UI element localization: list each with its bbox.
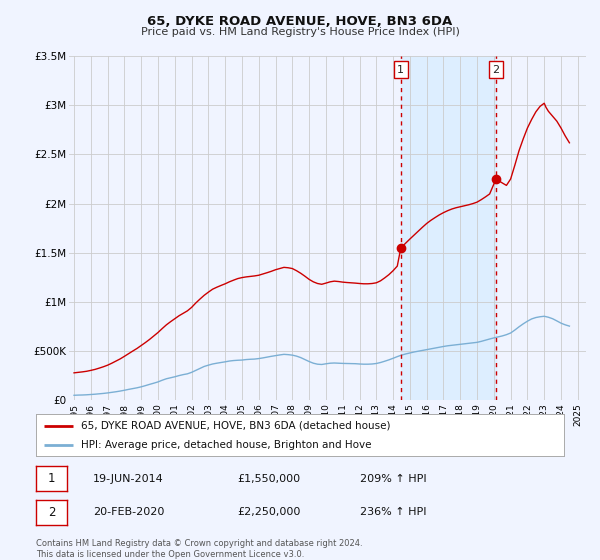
Text: This data is licensed under the Open Government Licence v3.0.: This data is licensed under the Open Gov… [36, 550, 304, 559]
Text: 2: 2 [493, 65, 500, 75]
Text: Contains HM Land Registry data © Crown copyright and database right 2024.: Contains HM Land Registry data © Crown c… [36, 539, 362, 548]
Text: 2: 2 [48, 506, 55, 519]
Text: 236% ↑ HPI: 236% ↑ HPI [360, 507, 427, 517]
Text: Price paid vs. HM Land Registry's House Price Index (HPI): Price paid vs. HM Land Registry's House … [140, 27, 460, 37]
Bar [401, 56, 496, 400]
Text: £1,550,000: £1,550,000 [237, 474, 300, 484]
Text: HPI: Average price, detached house, Brighton and Hove: HPI: Average price, detached house, Brig… [81, 440, 371, 450]
Text: £2,250,000: £2,250,000 [237, 507, 301, 517]
Text: 20-FEB-2020: 20-FEB-2020 [93, 507, 164, 517]
Text: 19-JUN-2014: 19-JUN-2014 [93, 474, 164, 484]
Text: 1: 1 [397, 65, 404, 75]
Text: 209% ↑ HPI: 209% ↑ HPI [360, 474, 427, 484]
Text: 1: 1 [48, 472, 55, 486]
Text: 65, DYKE ROAD AVENUE, HOVE, BN3 6DA: 65, DYKE ROAD AVENUE, HOVE, BN3 6DA [148, 15, 452, 27]
Text: 65, DYKE ROAD AVENUE, HOVE, BN3 6DA (detached house): 65, DYKE ROAD AVENUE, HOVE, BN3 6DA (det… [81, 421, 391, 431]
